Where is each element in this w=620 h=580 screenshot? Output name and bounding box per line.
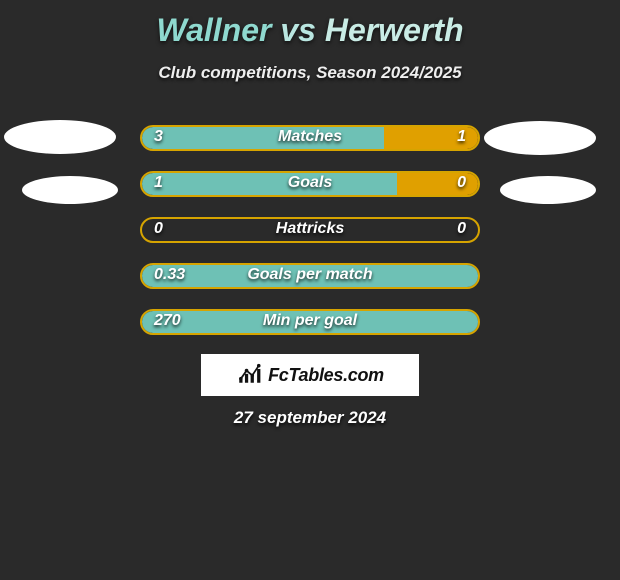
badge-chart-icon [236,362,262,389]
player1-name: Wallner [156,12,271,48]
stat-right-value: 0 [457,220,466,238]
player2-name: Herwerth [325,12,464,48]
stat-left-value: 1 [154,174,163,192]
badge-text: FcTables.com [268,365,384,386]
stat-left-value: 3 [154,128,163,146]
left-ellipse-bottom [22,176,118,204]
stat-bars: 3 Matches 1 1 Goals 0 0 Hattricks 0 0.33 Goals per… [140,125,480,355]
fctables-badge: FcTables.com [201,354,419,396]
subtitle: Club competitions, Season 2024/2025 [0,63,620,83]
stat-label: Min per goal [263,312,357,330]
stat-right-value: 0 [457,174,466,192]
stat-left-value: 0.33 [154,266,185,284]
stat-left-value: 0 [154,220,163,238]
stat-left-value: 270 [154,312,181,330]
stat-right-value: 1 [457,128,466,146]
stat-label: Hattricks [276,220,344,238]
stat-row: 1 Goals 0 [140,171,480,197]
stat-row: 0 Hattricks 0 [140,217,480,243]
right-ellipse-bottom [500,176,596,204]
page-title: Wallner vs Herwerth [0,0,620,49]
stat-bar-left [142,173,397,195]
stat-row: 0.33 Goals per match [140,263,480,289]
date-text: 27 september 2024 [234,408,386,428]
title-vs: vs [280,12,316,48]
stat-bar-left [142,127,384,149]
stat-label: Goals [288,174,332,192]
stat-label: Matches [278,128,342,146]
right-ellipse-top [484,121,596,155]
stat-row: 3 Matches 1 [140,125,480,151]
stat-label: Goals per match [247,266,372,284]
stat-row: 270 Min per goal [140,309,480,335]
left-ellipse-top [4,120,116,154]
